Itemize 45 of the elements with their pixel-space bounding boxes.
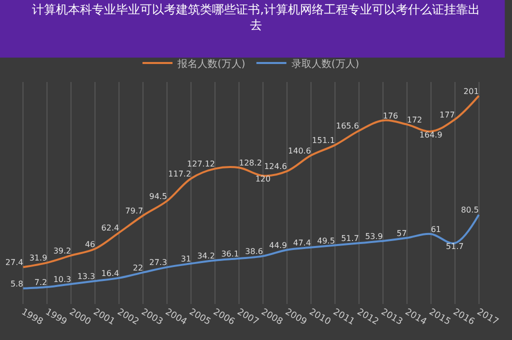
data-label: 49.5 <box>317 236 335 246</box>
data-label: 39.2 <box>53 246 72 256</box>
data-label: 61 <box>430 224 442 234</box>
data-label: 27.4 <box>5 258 24 268</box>
data-label: 176 <box>382 111 398 120</box>
data-label: 140.6 <box>288 146 311 156</box>
data-label: 80.5 <box>460 206 479 215</box>
legend-label: 报名人数(万人) <box>176 58 246 70</box>
data-label: 165.6 <box>336 122 359 131</box>
data-label: 10.3 <box>53 274 72 284</box>
data-label: 7.2 <box>34 278 48 288</box>
data-label: 57 <box>396 228 407 238</box>
data-label: 117.2 <box>168 170 192 178</box>
data-label: 5.8 <box>10 279 24 288</box>
data-label: 128.2 <box>239 158 262 168</box>
data-label: 177 <box>440 110 455 120</box>
data-label: 53.9 <box>365 232 383 241</box>
data-label: 51.7 <box>446 242 464 252</box>
data-label: 31 <box>180 254 192 264</box>
data-label: 31.9 <box>29 254 48 263</box>
data-label: 120 <box>255 174 271 184</box>
data-label: 47.4 <box>293 238 311 248</box>
data-label: 79.7 <box>125 206 144 216</box>
data-label: 38.6 <box>245 247 263 256</box>
data-label: 124.6 <box>264 162 287 172</box>
data-label: 46 <box>84 240 96 249</box>
data-label: 27.3 <box>149 258 168 268</box>
data-label: 34.2 <box>197 251 216 260</box>
data-label: 62.4 <box>101 224 120 233</box>
data-label: 127.12 <box>187 160 216 169</box>
data-label: 151.1 <box>312 136 335 146</box>
x-tick-label: 2017 <box>475 307 500 328</box>
data-label: 51.7 <box>341 234 359 244</box>
data-label: 44.9 <box>269 240 287 250</box>
data-label: 201 <box>464 86 479 96</box>
x-tick-label: 2007 <box>235 307 260 328</box>
data-label: 13.3 <box>77 272 96 282</box>
data-label: 16.4 <box>101 268 120 278</box>
legend-label: 录取人数(万人) <box>291 58 360 70</box>
data-label: 172 <box>406 115 422 124</box>
chart-title: 计算机本科专业毕业可以考建筑类哪些证书,计算机网络工程专业可以考什么证挂靠出去 <box>32 2 480 32</box>
data-label: 22 <box>132 263 144 272</box>
data-label: 36.1 <box>221 250 240 259</box>
data-label: 94.5 <box>149 192 168 201</box>
data-label: 164.9 <box>419 130 442 140</box>
